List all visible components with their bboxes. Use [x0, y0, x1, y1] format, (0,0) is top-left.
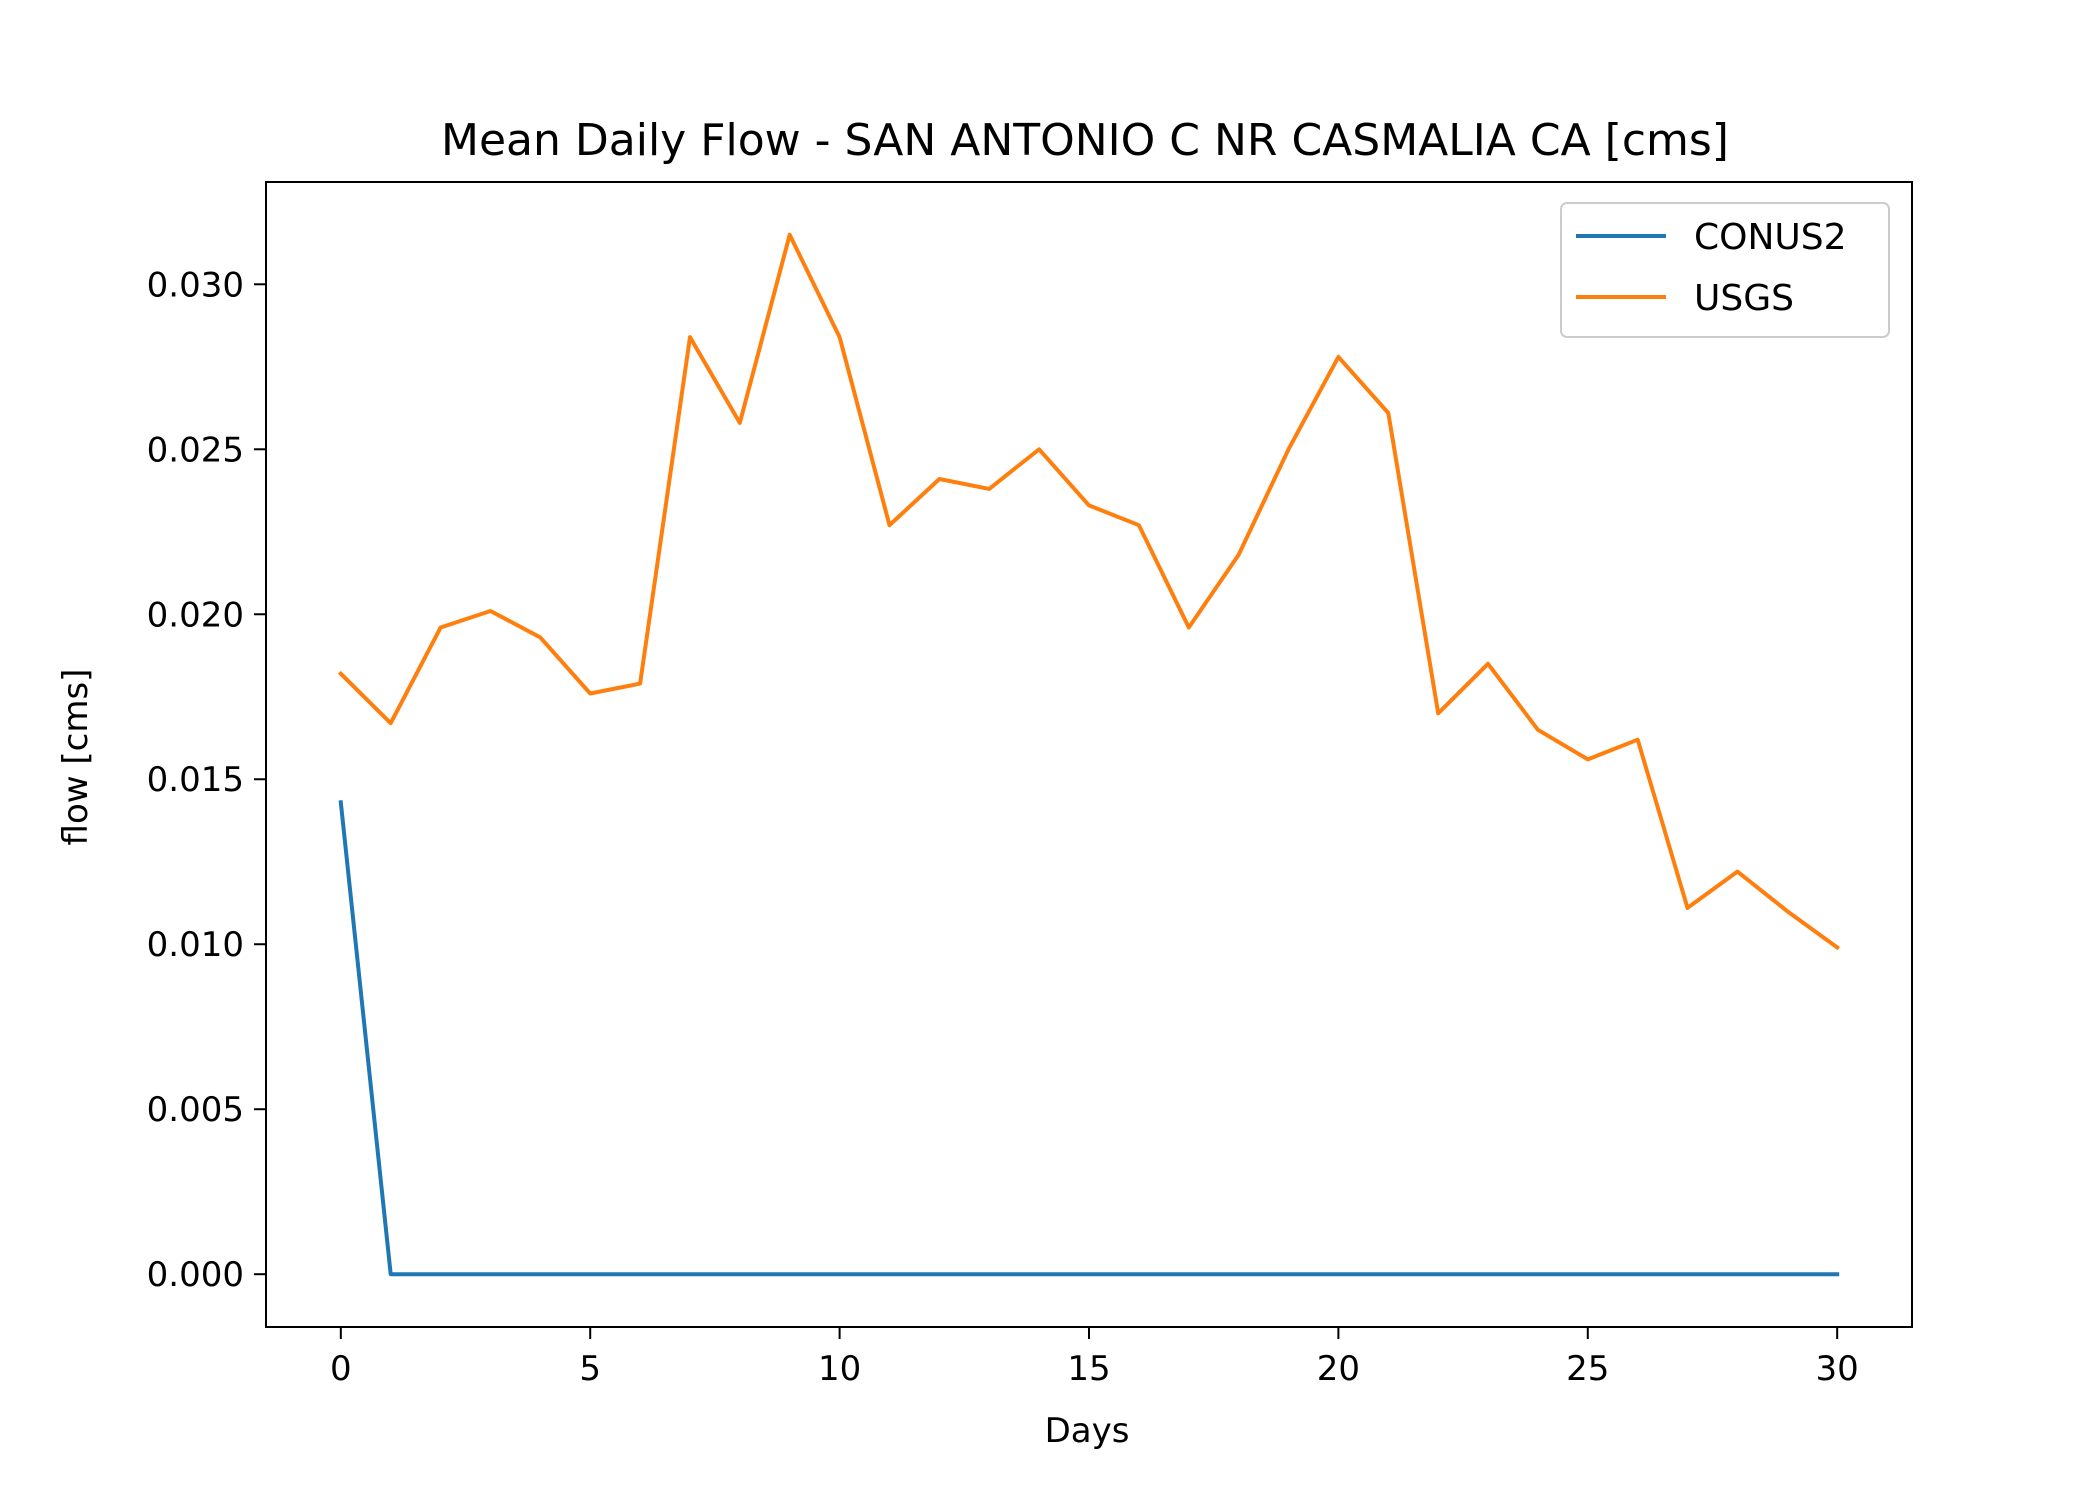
- y-axis-label: flow [cms]: [56, 669, 96, 846]
- x-axis-label: Days: [1045, 1411, 1130, 1451]
- y-tick-label: 0.015: [147, 760, 244, 800]
- x-tick-label: 5: [579, 1349, 601, 1389]
- chart-title: Mean Daily Flow - SAN ANTONIO C NR CASMA…: [441, 115, 1729, 166]
- y-tick-label: 0.025: [147, 430, 244, 470]
- x-tick-label: 30: [1816, 1349, 1859, 1389]
- series-line-conus2: [338, 800, 1840, 1277]
- y-tick-label: 0.000: [147, 1255, 244, 1295]
- y-tick-label: 0.020: [147, 595, 244, 635]
- x-tick-label: 20: [1317, 1349, 1360, 1389]
- y-tick-label: 0.005: [147, 1090, 244, 1130]
- x-tick-label: 0: [330, 1349, 352, 1389]
- legend-label-usgs: USGS: [1694, 278, 1794, 319]
- y-axis: 0.000 0.005 0.010 0.015 0.020 0.025 0.030: [147, 265, 266, 1295]
- y-tick-label: 0.030: [147, 265, 244, 305]
- series-line-usgs: [337, 232, 1840, 951]
- x-tick-label: 15: [1067, 1349, 1110, 1389]
- x-axis: 0 5 10 15 20 25 30: [330, 1327, 1859, 1389]
- legend: CONUS2 USGS: [1560, 202, 1890, 338]
- x-tick-label: 25: [1566, 1349, 1609, 1389]
- series-layer: [337, 232, 1840, 1277]
- legend-label-conus2: CONUS2: [1694, 217, 1847, 258]
- x-tick-label: 10: [818, 1349, 861, 1389]
- y-tick-label: 0.010: [147, 925, 244, 965]
